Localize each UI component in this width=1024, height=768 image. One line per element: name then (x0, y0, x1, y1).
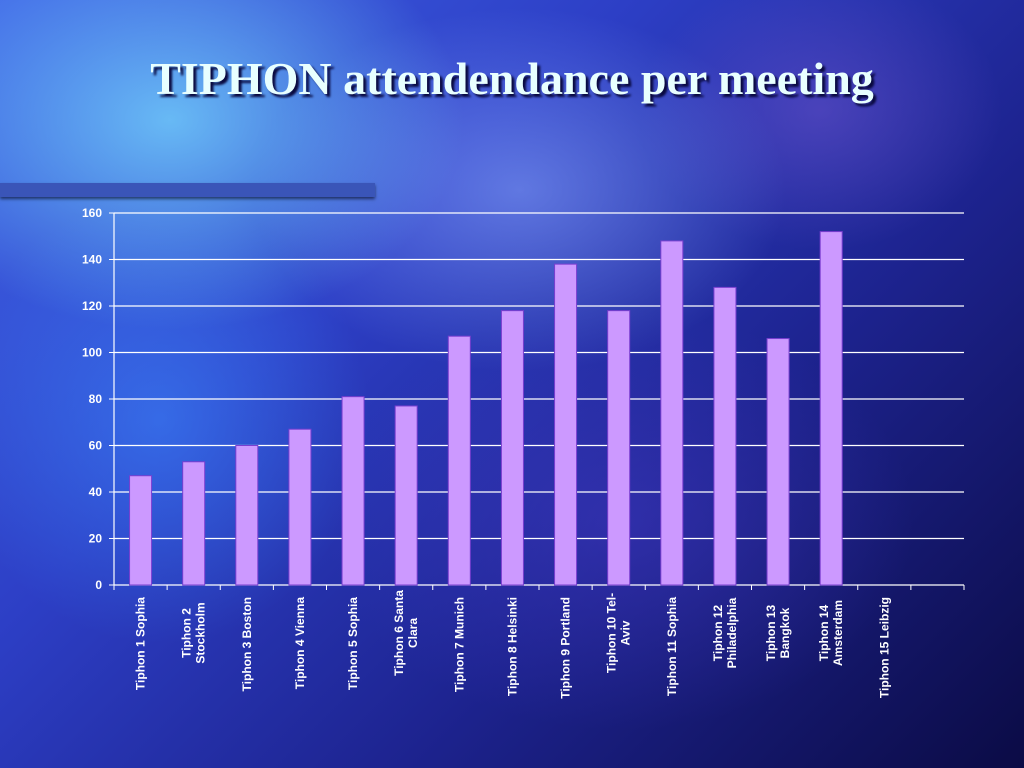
y-tick-label: 20 (89, 532, 103, 546)
y-tick-label: 0 (95, 578, 102, 592)
x-category-label: Clara (406, 618, 420, 648)
x-category-label: Aviv (619, 620, 633, 645)
bar (447, 335, 471, 586)
x-category-label: Philadelphia (725, 597, 739, 668)
x-category-label: Tiphon 5 Sophia (346, 597, 360, 690)
bar (182, 461, 206, 586)
bar (129, 475, 153, 586)
x-category-label: Tiphon 7 Munich (452, 597, 466, 692)
x-category-label: Stockholm (194, 602, 208, 663)
x-category-label: Tiphon 12 (711, 604, 725, 661)
bar (766, 338, 790, 586)
x-category-label: Tiphon 1 Sophia (134, 597, 148, 690)
y-tick-label: 40 (89, 485, 103, 499)
x-category-labels: Tiphon 1 Sophia Tiphon 2 Stockholm Tiphon 3… (134, 590, 892, 699)
title-underline-bar (0, 183, 375, 197)
x-category-label: Tiphon 15 Leibzig (877, 597, 891, 698)
slide-title: TIPHON attendendance per meeting (150, 53, 874, 104)
bar (500, 310, 524, 586)
y-tick-labels: 0 20 40 60 80 100 120 140 160 (82, 206, 102, 592)
y-tick-label: 100 (82, 346, 102, 360)
x-category-label: Tiphon 11 Sophia (665, 597, 679, 696)
bar (713, 286, 737, 586)
bar (660, 240, 684, 586)
y-tick-label: 80 (89, 392, 103, 406)
y-tick-label: 140 (82, 253, 102, 267)
bar (607, 310, 631, 586)
bar (394, 405, 418, 586)
bar (819, 231, 843, 586)
bar (235, 445, 259, 586)
x-category-label: Bangkok (778, 607, 792, 658)
y-tick-label: 60 (89, 439, 103, 453)
x-category-label: Tiphon 13 (764, 604, 778, 661)
y-tick-label: 120 (82, 299, 102, 313)
x-category-label: Tiphon 14 (817, 604, 831, 661)
x-category-label: Tiphon 8 Helsinki (505, 597, 519, 696)
x-category-label: Amsterdam (831, 600, 845, 666)
x-category-label: Tiphon 10 Tel- (605, 593, 619, 673)
bar (341, 396, 365, 586)
x-category-label: Tiphon 4 Vienna (293, 597, 307, 690)
bars (129, 231, 843, 586)
x-category-label: Tiphon 9 Portland (559, 597, 573, 699)
y-tick-label: 160 (82, 206, 102, 220)
bar (554, 263, 578, 586)
x-category-label: Tiphon 2 (180, 608, 194, 658)
bar (288, 428, 312, 586)
x-category-label: Tiphon 3 Boston (240, 597, 254, 691)
x-category-label: Tiphon 6 Santa (392, 590, 406, 676)
